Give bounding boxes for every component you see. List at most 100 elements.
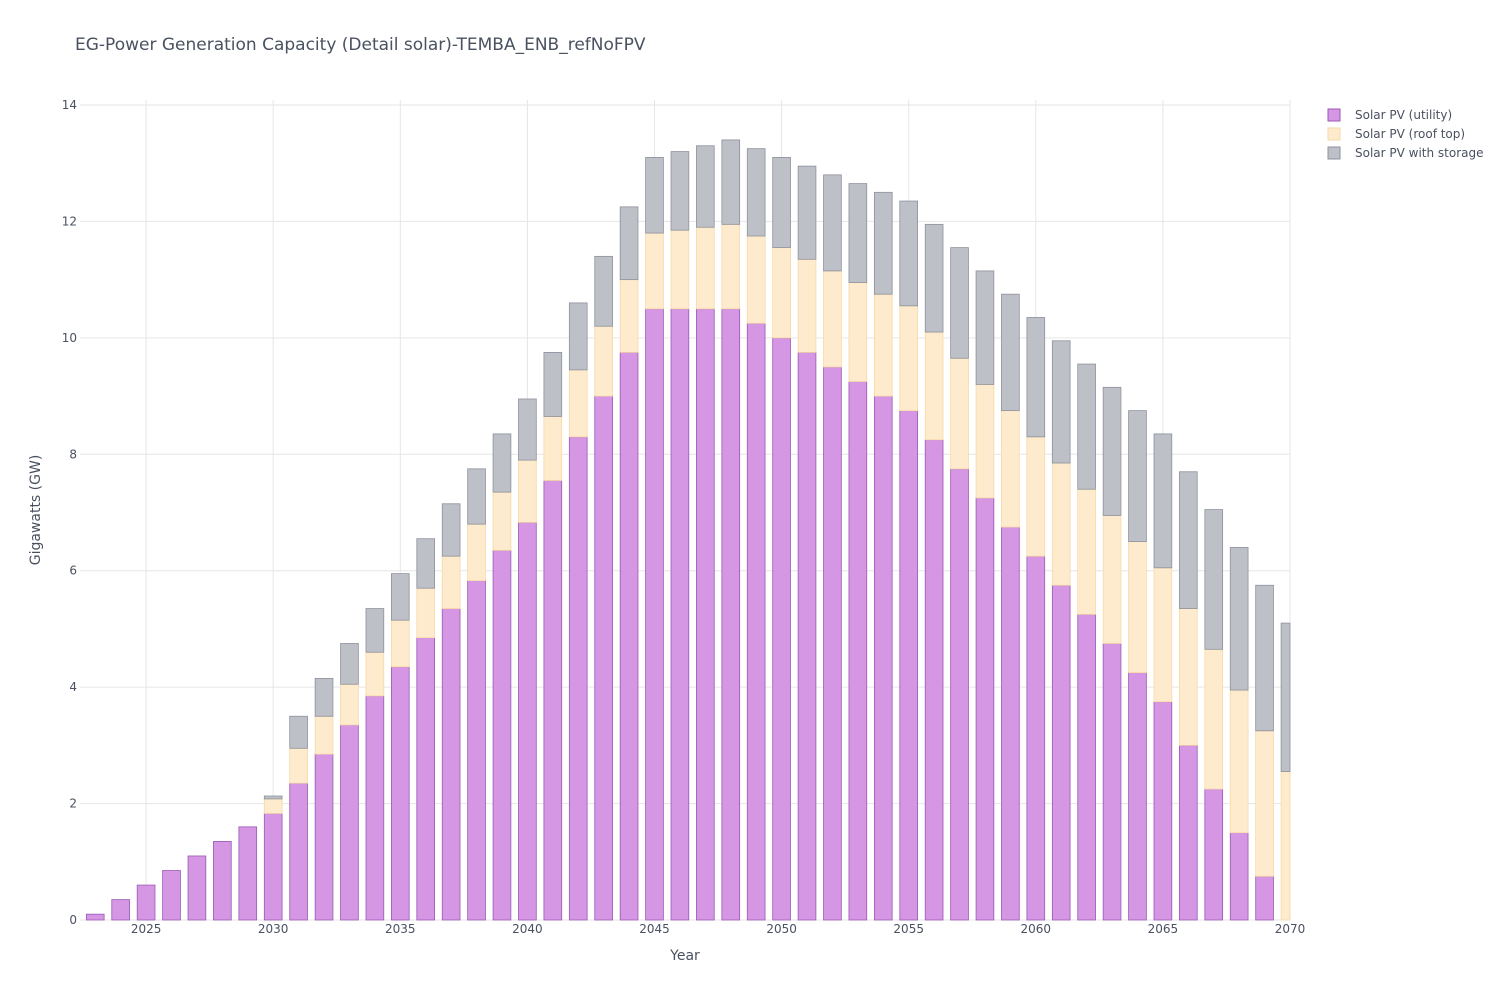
bar-segment-series-0[interactable] bbox=[85, 913, 105, 921]
bar-segment-series-1[interactable] bbox=[1153, 567, 1173, 703]
bar-segment-series-1[interactable] bbox=[1128, 541, 1147, 673]
legend-swatch[interactable] bbox=[1327, 108, 1341, 122]
bar-segment-series-0[interactable] bbox=[645, 308, 664, 921]
bar-segment-series-0[interactable] bbox=[289, 782, 308, 921]
bar-segment-series-1[interactable] bbox=[645, 232, 664, 310]
bar-segment-series-1[interactable] bbox=[975, 384, 995, 499]
bar-segment-series-2[interactable] bbox=[645, 156, 664, 234]
bar-segment-series-0[interactable] bbox=[340, 724, 359, 921]
bar-segment-series-1[interactable] bbox=[314, 715, 334, 755]
bar-segment-series-2[interactable] bbox=[314, 678, 334, 717]
bar-segment-series-1[interactable] bbox=[416, 587, 436, 639]
bar-segment-series-2[interactable] bbox=[1255, 584, 1274, 732]
bar-segment-series-1[interactable] bbox=[924, 331, 944, 441]
bar-segment-series-0[interactable] bbox=[1255, 875, 1274, 921]
bar-segment-series-2[interactable] bbox=[873, 191, 893, 295]
bar-segment-series-1[interactable] bbox=[1255, 730, 1274, 877]
bar-segment-series-0[interactable] bbox=[416, 637, 436, 921]
bar-segment-series-1[interactable] bbox=[263, 798, 283, 814]
bar-segment-series-1[interactable] bbox=[441, 555, 461, 609]
bar-segment-series-1[interactable] bbox=[823, 270, 842, 368]
bar-segment-series-2[interactable] bbox=[1280, 622, 1291, 772]
legend-label[interactable]: Solar PV with storage bbox=[1355, 146, 1484, 160]
bar-segment-series-1[interactable] bbox=[543, 416, 563, 481]
bar-segment-series-2[interactable] bbox=[1026, 317, 1046, 438]
bar-segment-series-0[interactable] bbox=[1102, 643, 1122, 921]
bar-segment-series-1[interactable] bbox=[670, 229, 690, 310]
bar-segment-series-0[interactable] bbox=[772, 337, 791, 921]
legend-label[interactable]: Solar PV (roof top) bbox=[1355, 127, 1465, 141]
bar-segment-series-2[interactable] bbox=[848, 183, 868, 283]
bar-segment-series-0[interactable] bbox=[1153, 701, 1173, 921]
bar-segment-series-1[interactable] bbox=[1051, 462, 1071, 586]
bar-segment-series-2[interactable] bbox=[568, 302, 588, 371]
bar-segment-series-2[interactable] bbox=[518, 398, 537, 461]
bar-segment-series-2[interactable] bbox=[543, 352, 563, 417]
bar-segment-series-2[interactable] bbox=[492, 433, 512, 493]
bar-segment-series-2[interactable] bbox=[950, 247, 969, 359]
bar-segment-series-2[interactable] bbox=[441, 503, 461, 557]
bar-segment-series-0[interactable] bbox=[136, 884, 156, 921]
bar-segment-series-2[interactable] bbox=[416, 538, 436, 589]
bar-segment-series-2[interactable] bbox=[390, 573, 410, 621]
bar-segment-series-2[interactable] bbox=[340, 643, 359, 685]
bar-segment-series-2[interactable] bbox=[1077, 363, 1096, 490]
legend-swatch[interactable] bbox=[1327, 146, 1341, 160]
bar-segment-series-0[interactable] bbox=[568, 436, 588, 921]
bar-segment-series-1[interactable] bbox=[289, 747, 308, 784]
bar-segment-series-0[interactable] bbox=[670, 308, 690, 921]
bar-segment-series-1[interactable] bbox=[797, 258, 817, 353]
bar-segment-series-2[interactable] bbox=[1179, 471, 1198, 609]
bar-segment-series-2[interactable] bbox=[899, 200, 918, 307]
bar-segment-series-2[interactable] bbox=[696, 145, 715, 228]
bar-segment-series-0[interactable] bbox=[238, 826, 258, 921]
bar-segment-series-2[interactable] bbox=[467, 468, 486, 525]
bar-segment-series-0[interactable] bbox=[721, 308, 741, 921]
bar-segment-series-2[interactable] bbox=[365, 608, 385, 653]
bar-segment-series-0[interactable] bbox=[797, 352, 817, 921]
bar-segment-series-0[interactable] bbox=[492, 549, 512, 921]
bar-segment-series-0[interactable] bbox=[467, 580, 486, 921]
bar-segment-series-1[interactable] bbox=[848, 282, 868, 382]
bar-segment-series-0[interactable] bbox=[950, 468, 969, 921]
bar-segment-series-1[interactable] bbox=[340, 683, 359, 726]
bar-segment-series-1[interactable] bbox=[390, 619, 410, 668]
bar-segment-series-0[interactable] bbox=[1026, 555, 1046, 921]
bar-segment-series-2[interactable] bbox=[1051, 340, 1071, 464]
bar-segment-series-0[interactable] bbox=[187, 855, 207, 921]
bar-segment-series-0[interactable] bbox=[518, 521, 537, 921]
bar-segment-series-1[interactable] bbox=[746, 235, 766, 324]
bar-segment-series-1[interactable] bbox=[1204, 648, 1224, 790]
bar-segment-series-1[interactable] bbox=[1026, 436, 1046, 557]
bar-segment-series-0[interactable] bbox=[975, 497, 995, 921]
bar-segment-series-0[interactable] bbox=[823, 366, 842, 921]
bar-segment-series-1[interactable] bbox=[772, 247, 791, 339]
bar-segment-series-0[interactable] bbox=[543, 480, 563, 921]
bar-segment-series-0[interactable] bbox=[314, 753, 334, 921]
bar-segment-series-0[interactable] bbox=[1204, 788, 1224, 921]
bar-segment-series-0[interactable] bbox=[1179, 744, 1198, 921]
bar-segment-series-0[interactable] bbox=[390, 666, 410, 921]
bar-segment-series-1[interactable] bbox=[1280, 771, 1291, 921]
bar-segment-series-0[interactable] bbox=[696, 308, 715, 921]
bar-segment-series-0[interactable] bbox=[1051, 584, 1071, 921]
bar-segment-series-2[interactable] bbox=[594, 255, 613, 327]
bar-segment-series-0[interactable] bbox=[619, 352, 639, 921]
bar-segment-series-1[interactable] bbox=[594, 325, 613, 397]
bar-segment-series-0[interactable] bbox=[263, 813, 283, 921]
bar-segment-series-0[interactable] bbox=[873, 395, 893, 921]
bar-segment-series-0[interactable] bbox=[162, 870, 181, 921]
bar-segment-series-0[interactable] bbox=[899, 410, 918, 921]
bar-segment-series-2[interactable] bbox=[975, 270, 995, 385]
bar-segment-series-0[interactable] bbox=[213, 841, 232, 921]
bar-segment-series-1[interactable] bbox=[1001, 410, 1020, 528]
bar-segment-series-1[interactable] bbox=[721, 223, 741, 310]
bar-segment-series-2[interactable] bbox=[1204, 509, 1224, 650]
bar-segment-series-2[interactable] bbox=[619, 206, 639, 281]
bar-segment-series-1[interactable] bbox=[1102, 515, 1122, 644]
bar-segment-series-0[interactable] bbox=[1077, 613, 1096, 921]
bar-segment-series-2[interactable] bbox=[1128, 410, 1147, 543]
legend[interactable]: Solar PV (utility) Solar PV (roof top) Sol… bbox=[1327, 108, 1484, 160]
bar-segment-series-2[interactable] bbox=[1102, 386, 1122, 516]
bar-segment-series-2[interactable] bbox=[823, 174, 842, 272]
